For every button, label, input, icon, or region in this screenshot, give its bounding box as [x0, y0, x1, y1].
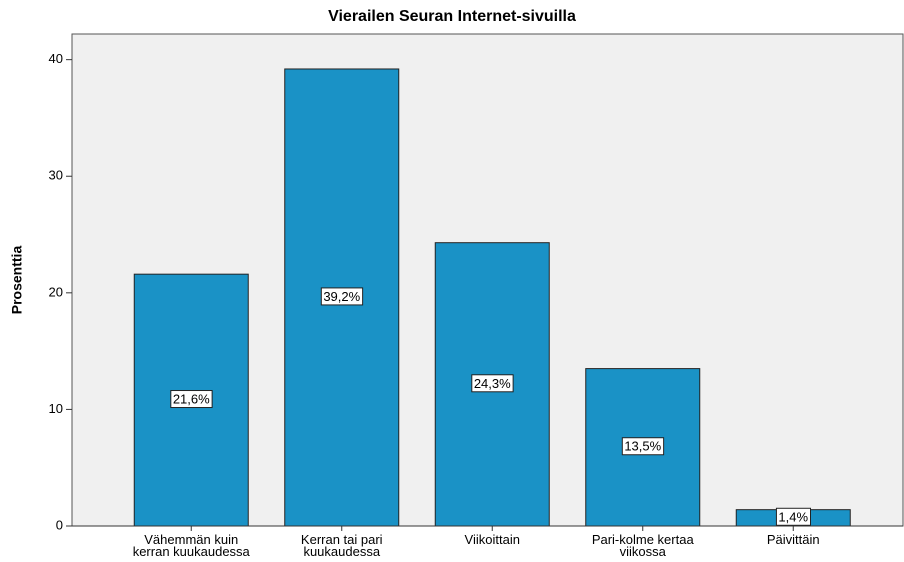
- y-tick-label: 20: [49, 284, 63, 299]
- value-label-box: [170, 390, 213, 409]
- chart-title: Vierailen Seuran Internet-sivuilla: [328, 8, 576, 25]
- value-label-box: [320, 287, 364, 306]
- value-label: 1,4%: [778, 509, 808, 524]
- y-tick-label: 10: [49, 401, 63, 416]
- x-tick-label: Päivittäin: [766, 532, 820, 547]
- x-tick-label: Vähemmän kuin kerran kuukaudessa: [132, 532, 250, 559]
- value-label-box: [621, 437, 665, 456]
- value-label: 39,2%: [323, 289, 360, 304]
- x-tick-label: Kerran tai pari kuukaudessa: [300, 532, 383, 559]
- x-tick-label: Pari-kolme kertaa viikossa: [591, 532, 694, 559]
- y-tick-label: 30: [49, 168, 63, 183]
- y-tick-label: 0: [56, 517, 63, 532]
- value-label-box: [471, 374, 514, 393]
- y-tick-label: 40: [49, 51, 63, 66]
- value-label-box: [775, 507, 812, 526]
- y-axis-label: Prosenttia: [9, 246, 25, 315]
- value-label: 24,3%: [474, 376, 511, 391]
- x-tick-label: Viikoittain: [464, 532, 520, 547]
- value-label: 21,6%: [173, 392, 210, 407]
- value-label: 13,5%: [624, 439, 661, 454]
